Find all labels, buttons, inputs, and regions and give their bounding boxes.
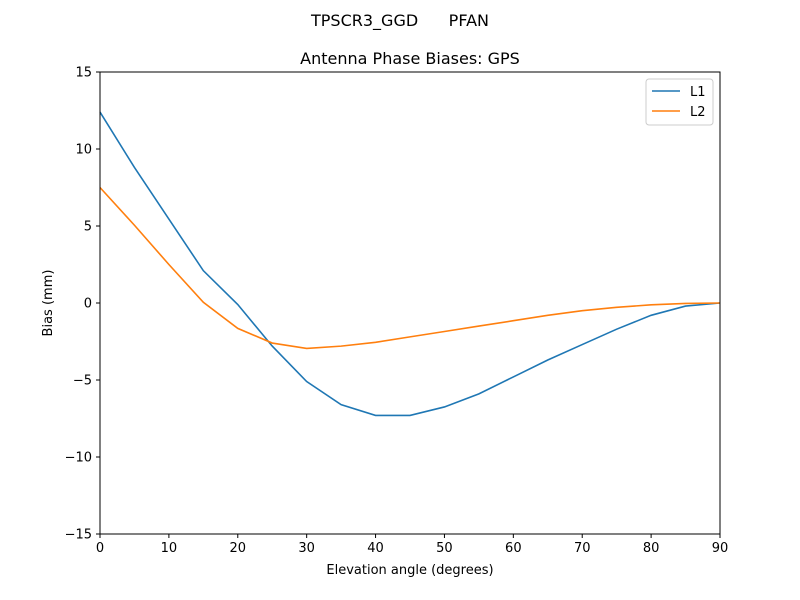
legend-label: L2 bbox=[690, 105, 706, 120]
series-line-L2 bbox=[99, 186, 721, 350]
y-tick-label: 10 bbox=[75, 143, 92, 158]
y-tick-label: −15 bbox=[65, 528, 92, 543]
y-tick-label: 15 bbox=[75, 66, 92, 81]
x-tick-label: 80 bbox=[643, 541, 660, 556]
x-tick-label: 20 bbox=[230, 541, 247, 556]
plot-area bbox=[99, 111, 721, 417]
y-tick-label: 0 bbox=[84, 297, 92, 312]
chart-suptitle: TPSCR3_GGD PFAN bbox=[310, 11, 489, 31]
x-tick-label: 50 bbox=[436, 541, 453, 556]
x-tick-label: 70 bbox=[574, 541, 591, 556]
y-axis: −15 −10 −5 0 5 10 15 bbox=[65, 66, 100, 543]
x-tick-label: 40 bbox=[367, 541, 384, 556]
y-tick-label: 5 bbox=[84, 220, 92, 235]
x-axis-label: Elevation angle (degrees) bbox=[326, 563, 493, 578]
x-tick-label: 10 bbox=[161, 541, 178, 556]
x-tick-label: 90 bbox=[712, 541, 729, 556]
x-tick-label: 60 bbox=[505, 541, 522, 556]
y-axis-label: Bias (mm) bbox=[41, 270, 56, 337]
legend-label: L1 bbox=[690, 85, 706, 100]
x-tick-label: 30 bbox=[298, 541, 315, 556]
axes-frame bbox=[99, 71, 721, 535]
x-axis: 0 10 20 30 40 50 60 70 80 90 bbox=[96, 534, 728, 556]
series-line-L1 bbox=[99, 111, 721, 417]
chart-title: Antenna Phase Biases: GPS bbox=[300, 49, 520, 68]
x-tick-label: 0 bbox=[96, 541, 104, 556]
y-tick-label: −5 bbox=[73, 374, 92, 389]
y-tick-label: −10 bbox=[65, 451, 92, 466]
